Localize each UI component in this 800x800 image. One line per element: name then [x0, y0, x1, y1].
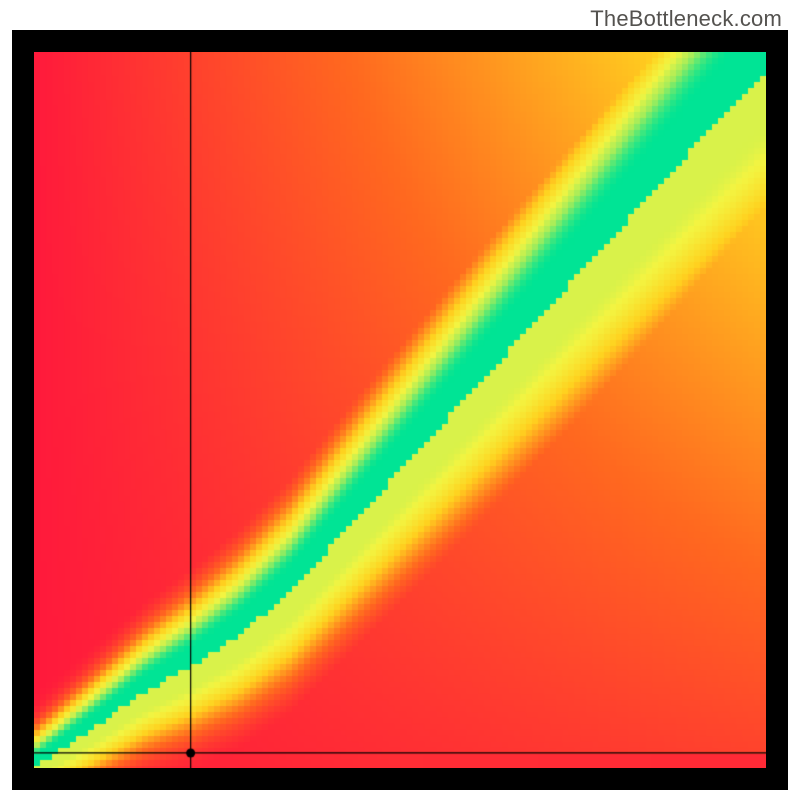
watermark: TheBottleneck.com	[590, 6, 782, 32]
heatmap-canvas	[34, 52, 766, 768]
plot-border	[12, 30, 788, 790]
